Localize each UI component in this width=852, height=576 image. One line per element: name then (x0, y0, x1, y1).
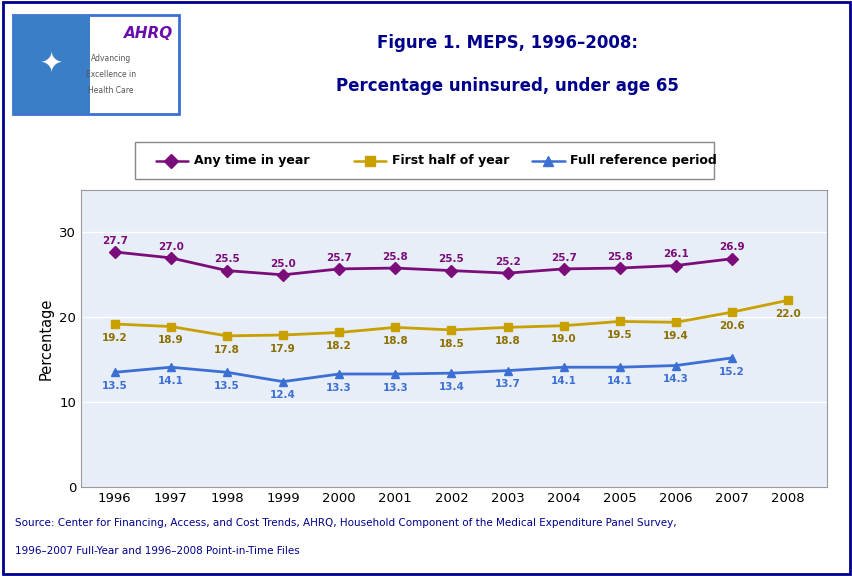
Text: 14.1: 14.1 (606, 376, 632, 386)
FancyBboxPatch shape (13, 15, 179, 114)
Text: 13.5: 13.5 (214, 381, 239, 391)
Text: 14.3: 14.3 (662, 374, 688, 384)
Text: 18.8: 18.8 (382, 336, 408, 346)
Text: 15.2: 15.2 (718, 366, 744, 377)
Text: 19.0: 19.0 (550, 334, 576, 344)
Text: 25.7: 25.7 (550, 252, 576, 263)
Text: 18.9: 18.9 (158, 335, 183, 345)
Text: 25.0: 25.0 (270, 259, 296, 268)
Text: 20.6: 20.6 (718, 321, 744, 331)
Text: 13.7: 13.7 (494, 379, 520, 389)
Text: 26.9: 26.9 (718, 242, 744, 252)
Text: 13.4: 13.4 (438, 382, 463, 392)
Text: 26.1: 26.1 (662, 249, 688, 259)
Text: 1996–2007 Full-Year and 1996–2008 Point-in-Time Files: 1996–2007 Full-Year and 1996–2008 Point-… (15, 546, 300, 556)
Text: AHRQ: AHRQ (124, 26, 173, 41)
Text: 18.8: 18.8 (494, 336, 520, 346)
Text: 27.0: 27.0 (158, 241, 183, 252)
Text: Source: Center for Financing, Access, and Cost Trends, AHRQ, Household Component: Source: Center for Financing, Access, an… (15, 518, 676, 528)
Text: 25.2: 25.2 (494, 257, 520, 267)
Text: 19.4: 19.4 (662, 331, 688, 341)
Text: 25.5: 25.5 (438, 254, 463, 264)
Text: Any time in year: Any time in year (193, 154, 308, 167)
Text: Health Care: Health Care (88, 86, 134, 95)
Text: Excellence in: Excellence in (86, 70, 135, 79)
Text: ✦: ✦ (39, 50, 63, 77)
Text: First half of year: First half of year (392, 154, 509, 167)
Text: 25.7: 25.7 (325, 252, 352, 263)
Text: 25.8: 25.8 (382, 252, 408, 262)
Text: 19.5: 19.5 (607, 330, 632, 340)
Text: 19.2: 19.2 (101, 333, 127, 343)
Text: 17.9: 17.9 (270, 344, 296, 354)
Text: 13.3: 13.3 (382, 382, 408, 393)
Text: Advancing: Advancing (90, 54, 131, 63)
Text: 18.2: 18.2 (326, 341, 352, 351)
Text: 27.7: 27.7 (101, 236, 128, 245)
Text: 13.5: 13.5 (101, 381, 128, 391)
Text: 13.3: 13.3 (326, 382, 352, 393)
Text: 14.1: 14.1 (158, 376, 183, 386)
FancyBboxPatch shape (13, 15, 89, 114)
Text: 12.4: 12.4 (270, 391, 296, 400)
FancyBboxPatch shape (135, 142, 713, 179)
Text: 18.5: 18.5 (438, 339, 463, 348)
Text: 25.8: 25.8 (606, 252, 632, 262)
Text: 17.8: 17.8 (214, 344, 239, 354)
Text: 14.1: 14.1 (550, 376, 576, 386)
Text: Full reference period: Full reference period (570, 154, 717, 167)
Text: 25.5: 25.5 (214, 254, 239, 264)
Text: Percentage uninsured, under age 65: Percentage uninsured, under age 65 (336, 77, 678, 96)
Text: Figure 1. MEPS, 1996–2008:: Figure 1. MEPS, 1996–2008: (377, 33, 637, 52)
Y-axis label: Percentage: Percentage (38, 297, 54, 380)
Text: 22.0: 22.0 (774, 309, 800, 319)
